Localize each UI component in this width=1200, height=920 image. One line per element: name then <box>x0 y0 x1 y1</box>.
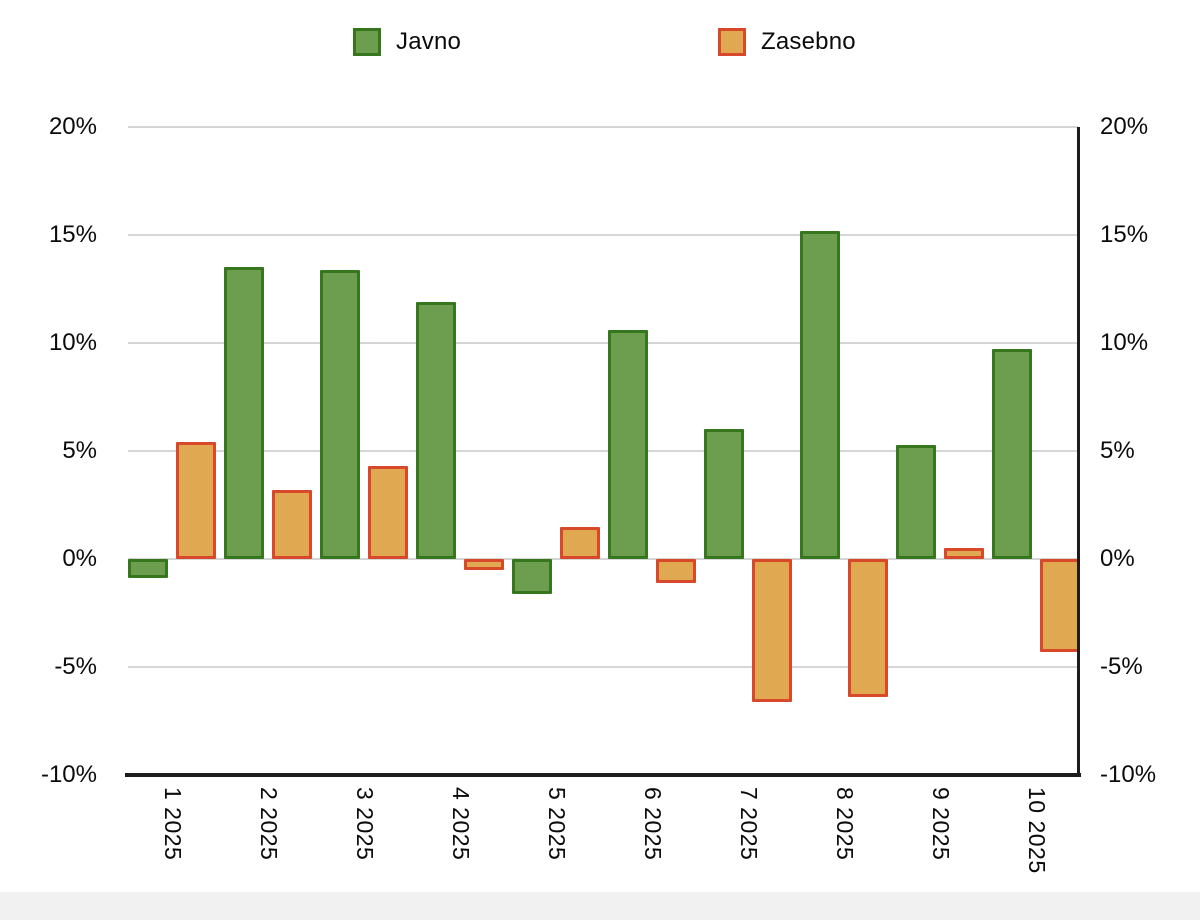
bar-zasebno-1-2025 <box>176 442 216 559</box>
y-axis-label-right-15pct: 15% <box>1100 221 1149 248</box>
legend-item-javno[interactable]: Javno <box>353 28 461 56</box>
y-axis-label-left-15pct: 15% <box>48 221 97 248</box>
bar-javno-1-2025 <box>128 559 168 579</box>
gridline-20pct <box>128 126 1078 128</box>
gridline-15pct <box>128 234 1078 236</box>
bar-zasebno-4-2025 <box>464 559 504 570</box>
bar-zasebno-8-2025 <box>848 559 888 698</box>
bar-zasebno-10-2025 <box>1040 559 1080 652</box>
legend-label-javno: Javno <box>396 28 462 55</box>
y-axis-label-left-neg10pct: -10% <box>40 761 97 788</box>
y-axis-label-left-5pct: 5% <box>62 437 97 464</box>
legend-swatch-zasebno-icon <box>718 28 746 56</box>
y-axis-label-left-neg5pct: -5% <box>54 653 97 680</box>
legend-item-zasebno[interactable]: Zasebno <box>718 28 856 56</box>
plot-area <box>128 126 1080 775</box>
bar-javno-2-2025 <box>224 267 264 559</box>
y-axis-label-right-neg5pct: -5% <box>1100 653 1143 680</box>
bar-javno-8-2025 <box>800 230 840 559</box>
bar-javno-4-2025 <box>416 301 456 559</box>
y-axis-label-left-20pct: 20% <box>48 113 97 140</box>
bar-javno-6-2025 <box>608 330 648 559</box>
x-axis-line <box>125 773 1081 777</box>
x-axis-label-8-2025: 8 2025 <box>832 787 858 861</box>
gridline-10pct <box>128 342 1078 344</box>
bar-javno-3-2025 <box>320 269 360 559</box>
bar-zasebno-5-2025 <box>560 526 600 559</box>
x-axis-label-9-2025: 9 2025 <box>928 787 954 861</box>
x-axis-label-1-2025: 1 2025 <box>160 787 186 861</box>
bar-zasebno-2-2025 <box>272 489 312 559</box>
bar-javno-7-2025 <box>704 429 744 559</box>
y-axis-label-left-10pct: 10% <box>48 329 97 356</box>
bar-javno-5-2025 <box>512 559 552 594</box>
x-axis-label-7-2025: 7 2025 <box>736 787 762 861</box>
gridline-5pct <box>128 450 1078 452</box>
bar-zasebno-7-2025 <box>752 559 792 702</box>
legend-swatch-javno-icon <box>353 28 381 56</box>
legend-label-zasebno: Zasebno <box>761 28 856 55</box>
bar-zasebno-9-2025 <box>944 548 984 559</box>
y-axis-label-right-10pct: 10% <box>1100 329 1149 356</box>
bar-zasebno-6-2025 <box>656 559 696 583</box>
gridline-neg5pct <box>128 666 1078 668</box>
bottom-strip <box>0 892 1200 920</box>
y-axis-label-right-5pct: 5% <box>1100 437 1135 464</box>
y-axis-label-right-neg10pct: -10% <box>1100 761 1157 788</box>
x-axis-label-10-2025: 10 2025 <box>1024 787 1050 874</box>
bar-javno-9-2025 <box>896 444 936 559</box>
gridline-0pct <box>128 558 1078 560</box>
x-axis-label-5-2025: 5 2025 <box>544 787 570 861</box>
x-axis-label-4-2025: 4 2025 <box>448 787 474 861</box>
y-axis-label-right-20pct: 20% <box>1100 113 1149 140</box>
x-axis-label-3-2025: 3 2025 <box>352 787 378 861</box>
y-axis-line-right <box>1077 127 1080 777</box>
x-axis-label-2-2025: 2 2025 <box>256 787 282 861</box>
bar-javno-10-2025 <box>992 349 1032 559</box>
x-axis-label-6-2025: 6 2025 <box>640 787 666 861</box>
bar-zasebno-3-2025 <box>368 466 408 559</box>
y-axis-label-right-0pct: 0% <box>1100 545 1135 572</box>
y-axis-label-left-0pct: 0% <box>62 545 97 572</box>
